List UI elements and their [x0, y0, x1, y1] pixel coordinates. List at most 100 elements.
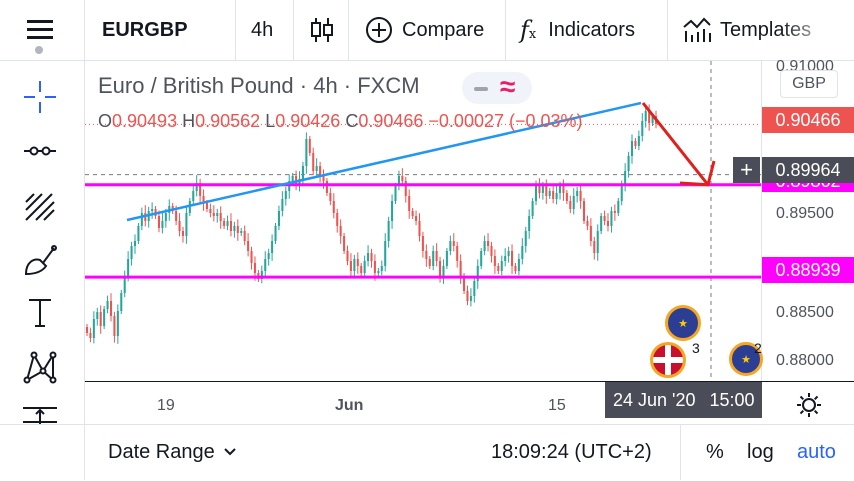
candle-body [247, 241, 250, 251]
candle-body [92, 319, 95, 338]
price-tick: 0.88500 [776, 304, 834, 321]
candle-body [452, 241, 455, 246]
candle-body [360, 266, 363, 273]
brush-tool-icon[interactable] [20, 240, 60, 280]
candle-body [466, 291, 469, 301]
symbol-button[interactable]: EURGBP [102, 18, 188, 41]
candle-body [576, 191, 579, 196]
candle-body [535, 186, 538, 201]
uk-event-count: 3 [692, 340, 700, 356]
candle-body [634, 141, 637, 146]
candle-body [103, 309, 106, 326]
candle-body [109, 301, 113, 316]
candle-body [589, 226, 592, 241]
candle-body [428, 259, 431, 266]
top-toolbar [0, 0, 854, 61]
candle-body [209, 209, 212, 213]
candle-body [332, 201, 335, 213]
candle-body [545, 186, 548, 196]
trendline-tool-icon[interactable] [20, 131, 60, 171]
candle-body [387, 221, 390, 241]
chart-settings-gear-icon[interactable] [796, 392, 822, 423]
eu-event-count: 2 [754, 340, 762, 356]
candle-style-icon[interactable] [308, 0, 336, 60]
candle-body [199, 183, 202, 196]
candle-body [192, 191, 195, 201]
high-value: 0.90562 [195, 111, 261, 131]
candle-body [538, 186, 541, 193]
date-range-button[interactable]: Date Range [108, 424, 237, 480]
candle-body [312, 153, 315, 171]
time-tick: Jun [335, 397, 364, 414]
candle-body [582, 201, 586, 221]
eu-event-icon[interactable]: ★ [665, 305, 701, 341]
candle-body [260, 271, 263, 279]
menu-icon[interactable] [20, 0, 60, 60]
candle-body [469, 296, 472, 301]
candle-body [415, 216, 418, 221]
candle-body [284, 191, 287, 199]
crosshair-date: 24 Jun '20 [613, 389, 696, 410]
candle-body [267, 253, 270, 259]
interval-button[interactable]: 4h [251, 18, 274, 41]
eu-event-icon[interactable]: ★ [729, 342, 763, 376]
crosshair-time: 15:00 [709, 389, 755, 410]
price-tick: 0.88000 [776, 352, 834, 369]
candle-body [298, 179, 301, 186]
uk-event-icon[interactable] [650, 342, 686, 378]
legend-pill[interactable]: ≈ [462, 71, 532, 104]
candle-body [353, 259, 356, 271]
candle-body [367, 253, 370, 261]
candle-body [613, 211, 616, 213]
candle-body [463, 276, 466, 291]
candle-body [226, 221, 229, 226]
candle-body [500, 261, 503, 271]
candle-body [507, 251, 510, 256]
candle-body [397, 176, 400, 186]
candle-body [630, 141, 634, 156]
candle-body [531, 201, 534, 216]
candle-body [223, 221, 226, 226]
candle-body [555, 193, 558, 199]
open-value: 0.90493 [112, 111, 178, 131]
candle-body [624, 171, 627, 186]
candle-body [569, 201, 572, 209]
candle-body [493, 256, 496, 266]
candle-body [291, 176, 294, 181]
percent-scale-button[interactable]: % [706, 440, 724, 463]
pattern-tool-icon[interactable] [20, 347, 60, 387]
crosshair-time-tag: 24 Jun '20 15:00 [605, 382, 762, 418]
log-scale-button[interactable]: log [747, 440, 774, 463]
candle-body [336, 213, 339, 226]
candle-body [648, 111, 651, 123]
candle-body [606, 221, 610, 226]
candle-body [514, 266, 517, 271]
candle-body [473, 281, 476, 296]
auto-scale-button[interactable]: auto [797, 440, 836, 463]
candle-body [593, 241, 596, 253]
indicators-button[interactable]: fx Indicators [520, 0, 635, 60]
fib-tool-icon[interactable] [20, 186, 60, 226]
text-tool-icon[interactable] [20, 293, 60, 333]
candle-body [497, 266, 500, 271]
candle-body [151, 209, 154, 211]
candle-body [528, 216, 531, 231]
candle-body [617, 201, 620, 213]
candle-body [411, 211, 414, 216]
candle-body [106, 301, 109, 309]
add-alert-plus-icon[interactable]: + [733, 157, 760, 183]
currency-label[interactable]: GBP [780, 70, 838, 98]
clock-display[interactable]: 18:09:24 (UTC+2) [491, 440, 652, 463]
candle-body [620, 186, 623, 201]
candle-body [137, 226, 140, 241]
candle-body [178, 221, 181, 231]
candle-body [120, 293, 123, 311]
compare-button[interactable]: Compare [364, 0, 484, 60]
candle-body [250, 251, 253, 263]
candle-body [281, 199, 284, 211]
candle-body [391, 201, 394, 221]
menu-dot-icon [35, 46, 43, 54]
price-chart[interactable] [85, 61, 854, 381]
crosshair-tool-icon[interactable] [20, 77, 60, 117]
candle-body [432, 251, 435, 266]
